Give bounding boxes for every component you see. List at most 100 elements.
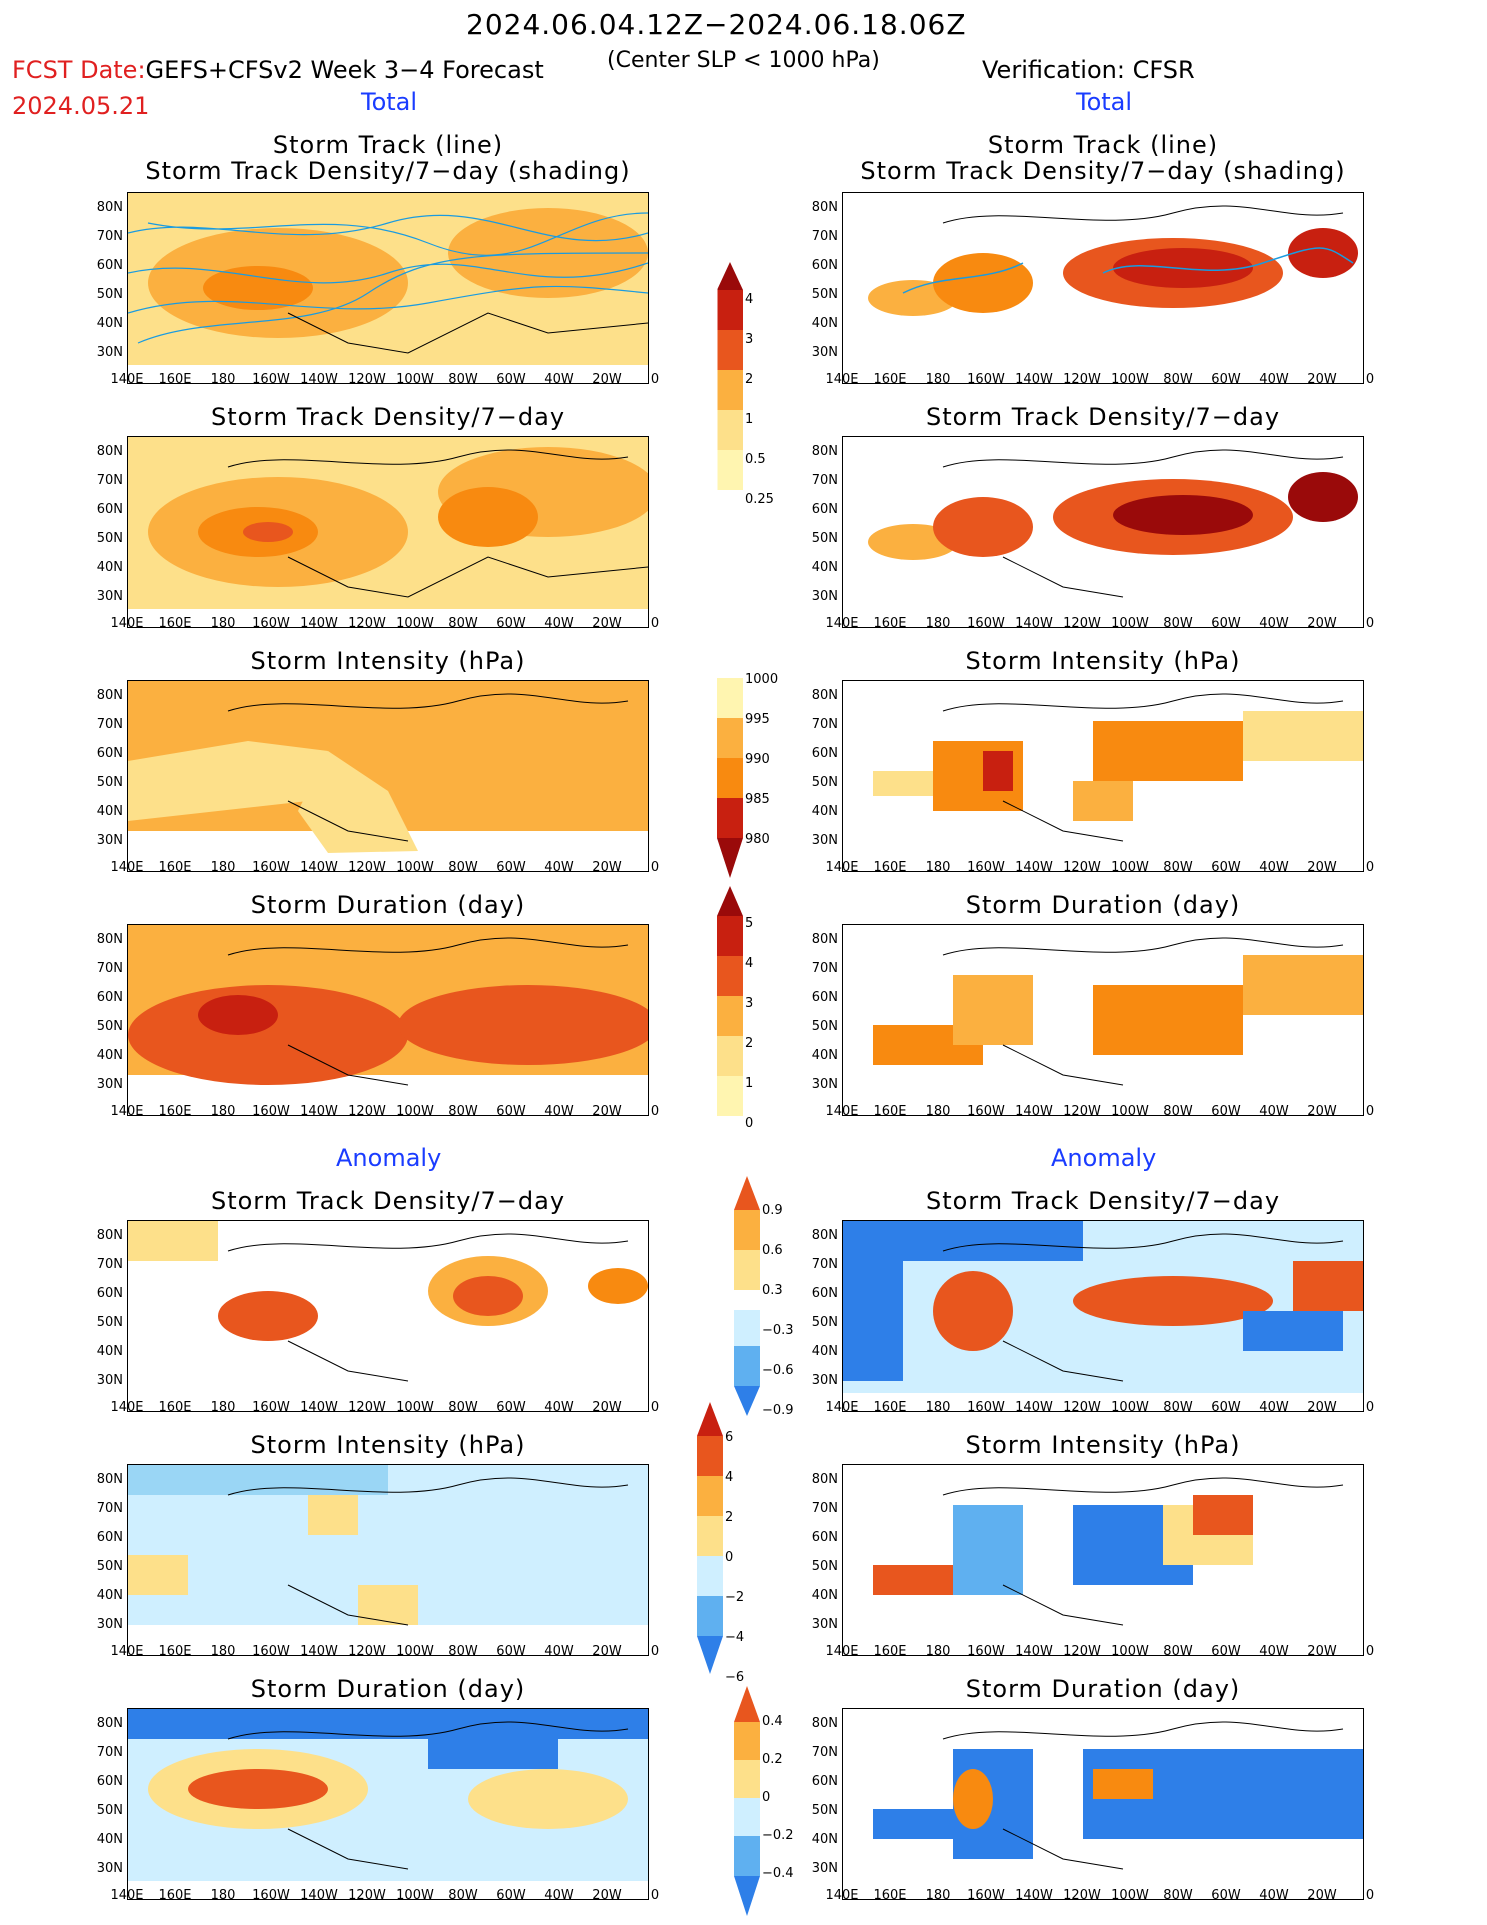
lon-tick-label: 60W — [496, 1104, 526, 1119]
lon-tick-label: 180 — [925, 1104, 951, 1119]
lat-tick-label: 40N — [811, 560, 838, 575]
lon-tick-label: 20W — [1307, 1888, 1337, 1903]
lon-tick-label: 160E — [158, 1644, 192, 1659]
lat-tick-label: 30N — [96, 1373, 123, 1388]
lon-tick-label: 40W — [544, 1888, 574, 1903]
lat-tick-label: 80N — [96, 200, 123, 215]
lat-tick-label: 60N — [96, 258, 123, 273]
lon-tick-label: 60W — [1211, 1104, 1241, 1119]
lon-tick-label: 40W — [1259, 1104, 1289, 1119]
lon-tick-label: 80W — [1163, 1888, 1193, 1903]
lon-tick-label: 140W — [1015, 1104, 1053, 1119]
lon-tick-label: 80W — [1163, 372, 1193, 387]
lat-tick-label: 70N — [811, 717, 838, 732]
lat-tick-label: 70N — [811, 473, 838, 488]
lon-tick-label: 160W — [967, 1644, 1005, 1659]
lat-tick-label: 80N — [96, 1716, 123, 1731]
lon-tick-label: 40W — [1259, 1400, 1289, 1415]
lon-tick-label: 140W — [300, 1888, 338, 1903]
lon-tick-label: 160E — [873, 1104, 907, 1119]
lat-tick-label: 50N — [811, 1803, 838, 1818]
title-duration-anom-left: Storm Duration (day) — [250, 1675, 526, 1703]
lat-tick-label: 40N — [96, 560, 123, 575]
lon-tick-label: 0 — [650, 616, 660, 631]
lat-tick-label: 60N — [811, 990, 838, 1005]
lon-tick-label: 140W — [300, 1400, 338, 1415]
lon-tick-label: 40W — [544, 1400, 574, 1415]
lon-tick-label: 100W — [396, 372, 434, 387]
lon-tick-label: 160W — [252, 1644, 290, 1659]
lon-tick-label: 140E — [825, 616, 859, 631]
colorbar-label: 1 — [745, 1076, 754, 1091]
lon-tick-label: 140W — [1015, 616, 1053, 631]
lon-tick-label: 80W — [448, 860, 478, 875]
lat-tick-label: 30N — [811, 1861, 838, 1876]
colorbar-label: 4 — [745, 292, 754, 307]
lon-tick-label: 0 — [1365, 616, 1375, 631]
lon-tick-label: 80W — [448, 372, 478, 387]
lon-tick-label: 60W — [1211, 616, 1241, 631]
lat-tick-label: 50N — [96, 1019, 123, 1034]
colorbar-label: −6 — [725, 1670, 745, 1685]
map-duration-verification — [842, 924, 1364, 1116]
lon-tick-label: 60W — [496, 1644, 526, 1659]
lon-tick-label: 40W — [1259, 1888, 1289, 1903]
lon-tick-label: 180 — [210, 1400, 236, 1415]
lon-tick-label: 140W — [300, 1104, 338, 1119]
lon-tick-label: 120W — [1063, 1888, 1101, 1903]
title-track-shading-right: Storm Track Density/7−day (shading) — [860, 157, 1346, 185]
fcst-date-header: FCST Date:GEFS+CFSv2 Week 3−4 Forecast — [12, 56, 544, 84]
lon-tick-label: 60W — [496, 1400, 526, 1415]
lon-tick-label: 140E — [825, 1104, 859, 1119]
lon-tick-label: 20W — [1307, 372, 1337, 387]
lon-tick-label: 100W — [396, 616, 434, 631]
lon-tick-label: 140E — [825, 1400, 859, 1415]
section-total-left: Total — [361, 88, 418, 116]
colorbar-label: 2 — [745, 372, 754, 387]
lon-tick-label: 160E — [158, 1400, 192, 1415]
colorbar-label: −2 — [725, 1590, 745, 1605]
lon-tick-label: 100W — [1111, 616, 1149, 631]
lat-tick-label: 40N — [811, 804, 838, 819]
lon-tick-label: 160E — [158, 372, 192, 387]
lat-tick-label: 40N — [811, 316, 838, 331]
lon-tick-label: 160W — [967, 616, 1005, 631]
map-track-verification — [842, 192, 1364, 384]
map-intensity-verification — [842, 680, 1364, 872]
title-density-left: Storm Track Density/7−day — [210, 403, 566, 431]
lon-tick-label: 140W — [1015, 860, 1053, 875]
lon-tick-label: 20W — [592, 1644, 622, 1659]
center-note: (Center SLP < 1000 hPa) — [607, 48, 880, 73]
colorbar-label: 985 — [745, 792, 770, 807]
lat-tick-label: 40N — [96, 1588, 123, 1603]
map-duration-anom-verification — [842, 1708, 1364, 1900]
colorbar-label: −0.6 — [762, 1363, 794, 1378]
lon-tick-label: 160E — [158, 1888, 192, 1903]
lon-tick-label: 20W — [592, 616, 622, 631]
map-intensity-forecast — [127, 680, 649, 872]
lon-tick-label: 100W — [396, 1888, 434, 1903]
lon-tick-label: 140E — [110, 1644, 144, 1659]
lat-tick-label: 30N — [811, 345, 838, 360]
lon-tick-label: 100W — [1111, 1888, 1149, 1903]
lon-tick-label: 120W — [1063, 1400, 1101, 1415]
lon-tick-label: 140E — [110, 372, 144, 387]
lon-tick-label: 140W — [1015, 372, 1053, 387]
lon-tick-label: 180 — [925, 1400, 951, 1415]
lat-tick-label: 60N — [811, 502, 838, 517]
colorbar-label: 4 — [725, 1470, 734, 1485]
lon-tick-label: 160W — [252, 1888, 290, 1903]
lon-tick-label: 120W — [1063, 372, 1101, 387]
lon-tick-label: 40W — [1259, 860, 1289, 875]
lat-tick-label: 70N — [96, 1501, 123, 1516]
lat-tick-label: 60N — [811, 1774, 838, 1789]
lon-tick-label: 120W — [348, 1104, 386, 1119]
lon-tick-label: 160E — [873, 1644, 907, 1659]
map-duration-forecast — [127, 924, 649, 1116]
title-duration-left: Storm Duration (day) — [250, 891, 526, 919]
lon-tick-label: 140W — [300, 1644, 338, 1659]
colorbar-label: 0.3 — [762, 1283, 783, 1298]
title-density-right: Storm Track Density/7−day — [925, 403, 1281, 431]
lat-tick-label: 50N — [811, 531, 838, 546]
lat-tick-label: 80N — [811, 200, 838, 215]
